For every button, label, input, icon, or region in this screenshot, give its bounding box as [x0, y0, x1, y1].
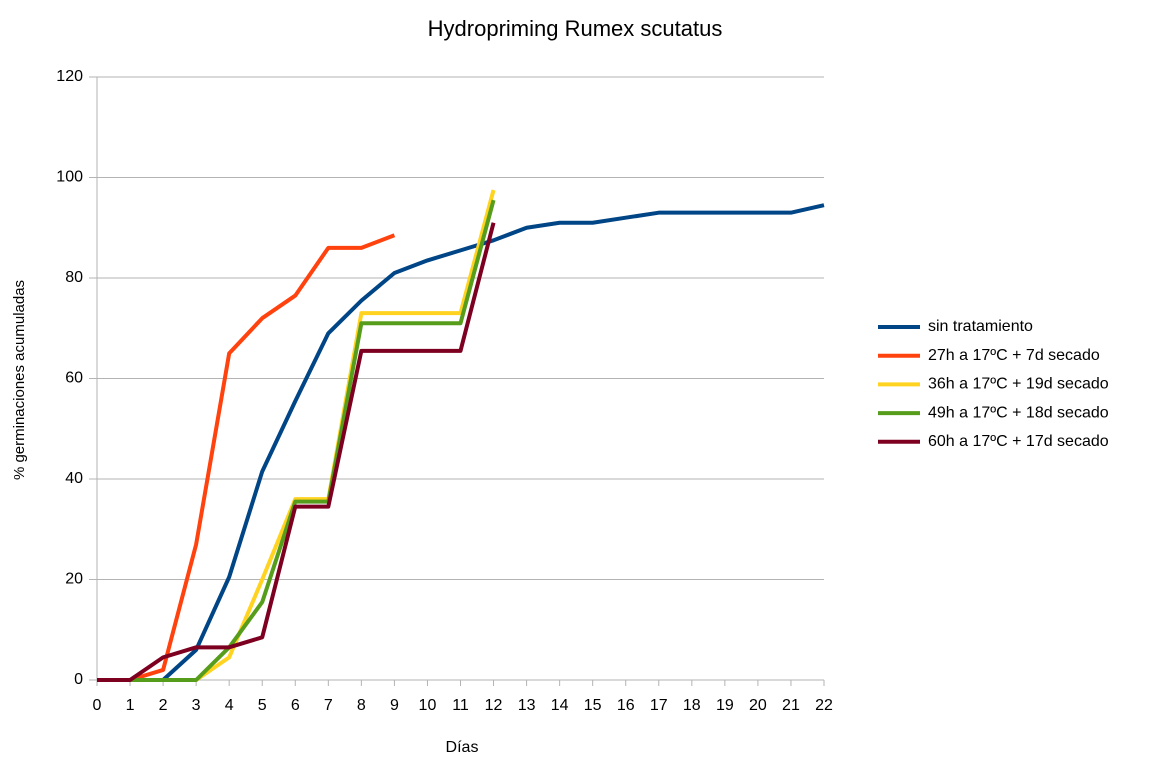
- x-tick-label: 11: [452, 697, 469, 714]
- x-tick-label: 3: [192, 697, 201, 714]
- series-line: [97, 233, 396, 682]
- series-line: [97, 199, 496, 682]
- legend-label: 60h a 17ºC + 17d secado: [928, 433, 1109, 450]
- legend-label: 36h a 17ºC + 19d secado: [928, 376, 1109, 393]
- x-tick-label: 16: [617, 697, 635, 714]
- y-tick-label: 80: [65, 269, 83, 286]
- x-tick-label: 22: [815, 697, 833, 714]
- x-tick-label: 17: [650, 697, 668, 714]
- y-tick-label: 20: [65, 571, 83, 588]
- series-line: [97, 222, 496, 682]
- x-tick-label: 12: [485, 697, 503, 714]
- series-line: [97, 203, 825, 682]
- legend-label: sin tratamiento: [928, 318, 1033, 335]
- y-tick-label: 120: [56, 68, 83, 85]
- x-tick-label: 15: [584, 697, 602, 714]
- x-tick-label: 9: [390, 697, 399, 714]
- y-tick-label: 40: [65, 470, 83, 487]
- x-tick-label: 21: [782, 697, 800, 714]
- x-tick-label: 14: [551, 697, 569, 714]
- x-tick-label: 20: [749, 697, 767, 714]
- y-tick-label: 0: [74, 671, 83, 688]
- x-tick-label: 18: [683, 697, 701, 714]
- x-tick-label: 5: [258, 697, 267, 714]
- x-tick-label: 2: [159, 697, 168, 714]
- chart-title: Hydropriming Rumex scutatus: [428, 16, 723, 41]
- x-tick-label: 8: [357, 697, 366, 714]
- y-tick-label: 60: [65, 370, 83, 387]
- x-tick-label: 13: [518, 697, 536, 714]
- x-tick-label: 19: [716, 697, 734, 714]
- x-tick-label: 1: [126, 697, 135, 714]
- x-tick-label: 10: [419, 697, 437, 714]
- x-tick-label: 0: [93, 697, 102, 714]
- legend-label: 49h a 17ºC + 18d secado: [928, 404, 1109, 421]
- legend-label: 27h a 17ºC + 7d secado: [928, 347, 1100, 364]
- x-tick-label: 4: [225, 697, 234, 714]
- x-tick-label: 7: [324, 697, 333, 714]
- series-line: [97, 189, 496, 682]
- y-tick-label: 100: [56, 169, 83, 186]
- y-axis-label: % germinaciones acumuladas: [11, 280, 28, 480]
- x-axis-label: Días: [446, 739, 479, 756]
- x-tick-label: 6: [291, 697, 300, 714]
